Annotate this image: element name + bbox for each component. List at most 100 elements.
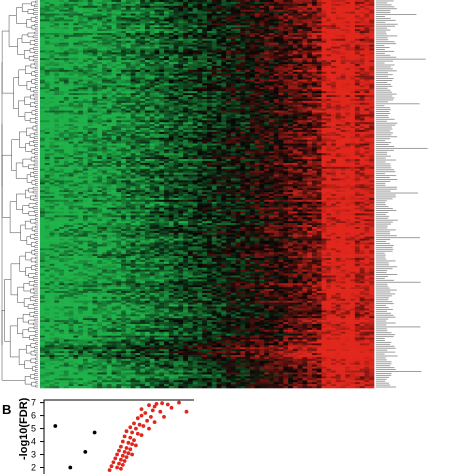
heatmap-cell (111, 5, 117, 9)
heatmap-cell (144, 58, 151, 61)
heatmap-cell (116, 58, 122, 61)
heatmap-cell (178, 114, 184, 117)
heatmap-cell (311, 17, 318, 20)
heatmap-cell (350, 29, 356, 32)
heatmap-cell (307, 114, 313, 117)
heatmap-cell (130, 5, 136, 9)
heatmap-cell (59, 97, 65, 100)
heatmap-cell (106, 91, 112, 94)
heatmap-cell (149, 31, 155, 34)
heatmap-cell (207, 89, 213, 92)
heatmap-cell (254, 85, 260, 88)
heatmap-cell (140, 62, 146, 65)
heatmap-cell (130, 44, 136, 47)
heatmap-cell (202, 81, 208, 84)
heatmap-cell (345, 9, 351, 12)
heatmap-cell (321, 120, 327, 123)
heatmap-cell (364, 129, 370, 133)
heatmap-cell (54, 67, 60, 71)
heatmap-cell (130, 75, 136, 78)
heatmap-cell (125, 38, 131, 42)
heatmap-cell (254, 71, 260, 75)
heatmap-cell (359, 131, 365, 135)
heatmap-cell (78, 133, 84, 137)
heatmap-cell (254, 32, 260, 36)
heatmap-cell (278, 29, 284, 32)
heatmap-cell (211, 108, 217, 111)
heatmap-cell (245, 1, 251, 5)
heatmap-cell (140, 11, 146, 14)
heatmap-cell (168, 81, 174, 84)
heatmap-cell (44, 29, 50, 32)
heatmap-cell (92, 91, 98, 94)
heatmap-cell (221, 98, 227, 102)
heatmap-cell (140, 42, 146, 45)
heatmap-cell (354, 52, 360, 55)
heatmap-cell (335, 54, 341, 57)
heatmap-cell (283, 71, 289, 75)
heatmap-cell (140, 1, 146, 5)
heatmap-cell (168, 135, 174, 139)
heatmap-cell (111, 1, 117, 5)
heatmap-cell (226, 135, 232, 139)
heatmap-cell (316, 58, 322, 61)
heatmap-cell (121, 15, 127, 18)
heatmap-cell (68, 65, 74, 69)
heatmap-cell (216, 23, 222, 26)
heatmap-cell (269, 62, 275, 65)
heatmap-cell (102, 133, 108, 137)
heatmap-cell (168, 77, 174, 80)
heatmap-cell (292, 13, 298, 16)
heatmap-cell (264, 67, 270, 71)
heatmap-cell (68, 40, 74, 43)
heatmap-cell (68, 85, 74, 88)
heatmap-cell (369, 31, 375, 34)
heatmap-cell (106, 44, 112, 47)
heatmap-cell (178, 124, 184, 127)
heatmap-cell (273, 32, 279, 36)
heatmap-cell (49, 100, 55, 104)
heatmap-cell (288, 62, 294, 65)
heatmap-cell (226, 114, 232, 117)
heatmap-cell (254, 65, 260, 69)
heatmap-cell (278, 42, 284, 45)
heatmap-cell (359, 27, 365, 30)
heatmap-cell (335, 5, 341, 9)
heatmap-cell (82, 19, 89, 22)
heatmap-cell (149, 129, 155, 133)
heatmap-cell (359, 34, 365, 38)
heatmap-cell (235, 100, 241, 104)
heatmap-cell (135, 100, 141, 104)
heatmap-cell (54, 7, 60, 10)
heatmap-cell (178, 91, 184, 94)
heatmap-cell (211, 97, 217, 100)
heatmap-cell (288, 104, 294, 107)
heatmap-cell (68, 128, 74, 131)
heatmap-cell (63, 126, 69, 129)
heatmap-cell (216, 118, 222, 121)
heatmap-cell (364, 106, 370, 109)
heatmap-cell (78, 129, 84, 133)
heatmap-cell (111, 3, 117, 7)
heatmap-cell (350, 19, 356, 22)
heatmap-cell (63, 19, 69, 22)
heatmap-cell (235, 27, 241, 30)
heatmap-cell (73, 83, 79, 86)
heatmap-cell (40, 85, 46, 88)
heatmap-cell (273, 122, 279, 125)
heatmap-cell (92, 131, 98, 135)
heatmap-cell (345, 97, 351, 100)
heatmap-cell (369, 21, 375, 24)
heatmap-cell (159, 54, 165, 57)
heatmap-cell (211, 44, 217, 47)
heatmap-cell (235, 83, 241, 86)
heatmap-cell (364, 69, 370, 73)
heatmap-cell (350, 79, 356, 82)
heatmap-cell (292, 79, 298, 82)
heatmap-cell (326, 65, 332, 69)
heatmap-cell (40, 3, 46, 7)
heatmap-cell (82, 79, 89, 82)
heatmap-cell (321, 108, 327, 111)
heatmap-cell (354, 91, 360, 94)
heatmap-cell (173, 77, 179, 80)
